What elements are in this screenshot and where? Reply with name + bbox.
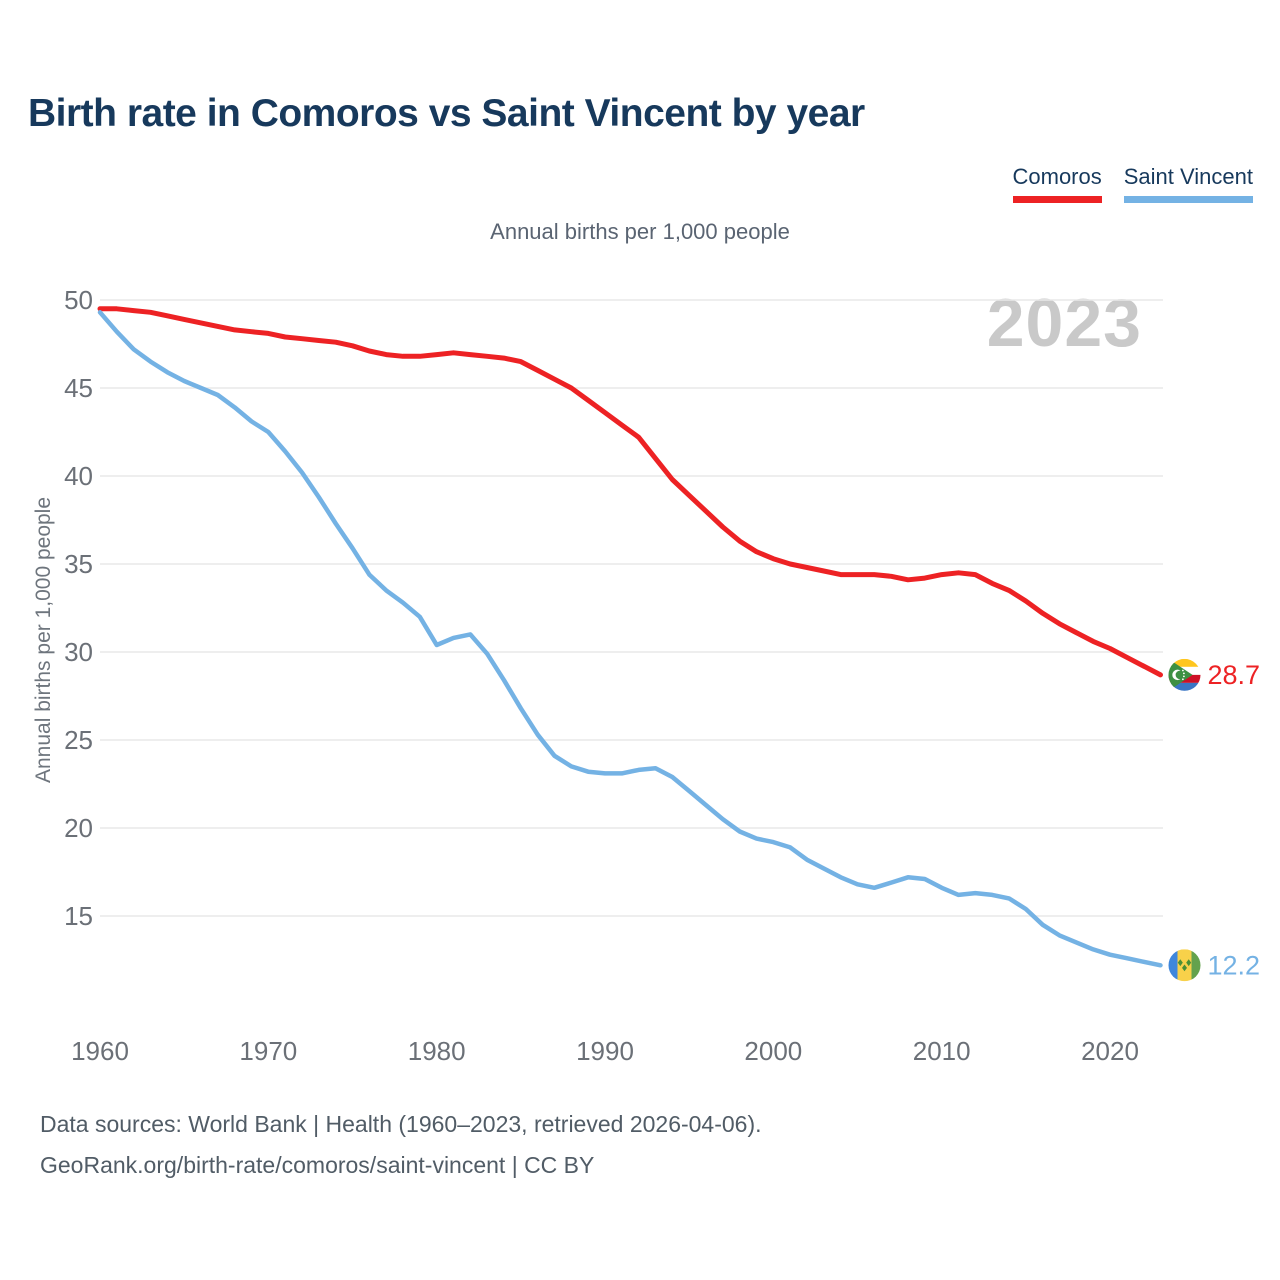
- saint-vincent-line[interactable]: [97, 310, 1163, 968]
- chart-subtitle: Annual births per 1,000 people: [490, 219, 790, 244]
- x-tick-label: 1990: [576, 1036, 634, 1066]
- y-tick-label: 40: [64, 461, 93, 491]
- footer-data-sources: Data sources: World Bank | Health (1960–…: [40, 1111, 762, 1137]
- x-tick-label: 1970: [239, 1036, 297, 1066]
- footer-url: GeoRank.org/birth-rate/comoros/saint-vin…: [40, 1152, 595, 1178]
- saint-vincent-end-value: 12.2: [1207, 950, 1260, 980]
- y-tick-label: 15: [64, 901, 93, 931]
- y-tick-label: 30: [64, 637, 93, 667]
- footer: Data sources: World Bank | Health (1960–…: [40, 1104, 762, 1186]
- saint-vincent-flag-icon: [1168, 949, 1201, 982]
- comoros-line[interactable]: [97, 306, 1163, 678]
- legend-item-saint-vincent[interactable]: Saint Vincent: [1123, 164, 1253, 203]
- legend-label-saint-vincent: Saint Vincent: [1123, 164, 1253, 189]
- legend-item-comoros[interactable]: Comoros: [1012, 164, 1102, 203]
- y-tick-label: 45: [64, 373, 93, 403]
- watermark-year: 2023: [986, 285, 1142, 361]
- x-tick-label: 2010: [913, 1036, 971, 1066]
- x-tick-label: 2000: [744, 1036, 802, 1066]
- x-tick-label: 1980: [408, 1036, 466, 1066]
- y-tick-label: 35: [64, 549, 93, 579]
- page-title: Birth rate in Comoros vs Saint Vincent b…: [28, 92, 865, 135]
- gridlines: [100, 299, 1163, 917]
- legend: Comoros Saint Vincent: [1012, 164, 1253, 203]
- x-tick-label: 1960: [71, 1036, 129, 1066]
- y-tick-label: 25: [64, 725, 93, 755]
- y-tick-label: 50: [64, 285, 93, 315]
- comoros-end-value: 28.7: [1207, 660, 1260, 690]
- y-axis-tick-labels: 15 20 25 30 35 40 45 50: [64, 285, 93, 931]
- legend-label-comoros: Comoros: [1012, 164, 1102, 189]
- y-tick-label: 20: [64, 813, 93, 843]
- comoros-flag-icon: [1168, 658, 1201, 691]
- x-tick-label: 2020: [1081, 1036, 1139, 1066]
- x-axis-tick-labels: 1960 1970 1980 1990 2000 2010 2020: [71, 1036, 1139, 1066]
